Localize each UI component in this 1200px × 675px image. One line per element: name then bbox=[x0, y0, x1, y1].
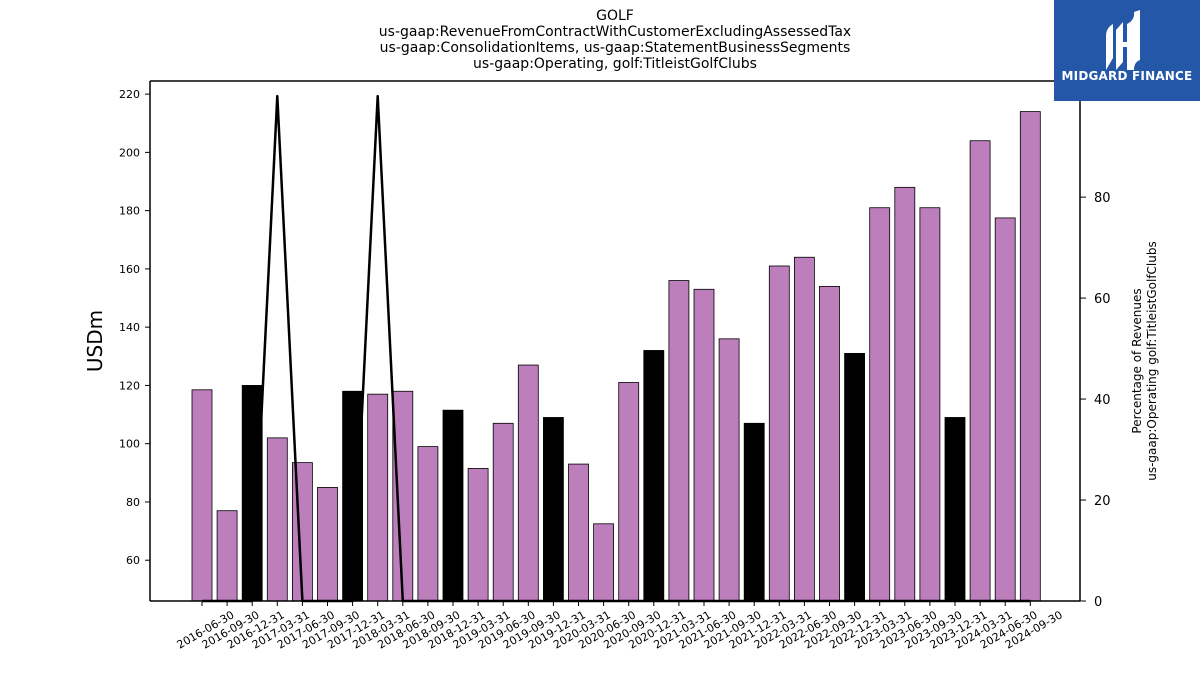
bar bbox=[944, 417, 966, 602]
bar bbox=[467, 468, 489, 602]
bar bbox=[668, 280, 690, 602]
bar bbox=[342, 390, 364, 602]
bar bbox=[693, 288, 715, 602]
midgard-logo-icon bbox=[1106, 10, 1140, 70]
bar bbox=[543, 417, 564, 602]
y-tick-label: 100 bbox=[119, 438, 140, 451]
bar bbox=[869, 207, 891, 602]
y-tick-label: 180 bbox=[119, 205, 140, 218]
bar bbox=[819, 285, 840, 602]
bar bbox=[191, 389, 213, 602]
bar bbox=[266, 437, 288, 602]
bar bbox=[392, 390, 414, 602]
bar bbox=[618, 382, 640, 602]
y2-tick-label: 40 bbox=[1094, 393, 1111, 408]
title-line-1: GOLF bbox=[596, 8, 634, 24]
bar bbox=[794, 256, 815, 602]
y-tick-label: 60 bbox=[126, 554, 140, 567]
bar bbox=[919, 207, 941, 602]
bar bbox=[718, 338, 740, 602]
y-tick-label: 200 bbox=[119, 146, 140, 159]
midgard-finance-logo: MIDGARD FINANCE bbox=[1054, 0, 1200, 101]
title-line-4: us-gaap:Operating, golf:TitleistGolfClub… bbox=[473, 56, 757, 72]
bar bbox=[743, 422, 765, 602]
bar bbox=[317, 486, 338, 602]
y-tick-label: 220 bbox=[119, 88, 140, 101]
y-tick-label: 120 bbox=[119, 379, 140, 392]
y-tick-label: 80 bbox=[126, 496, 140, 509]
logo-text: MIDGARD FINANCE bbox=[1061, 69, 1193, 83]
bar bbox=[492, 422, 514, 602]
y2-axis-label-line: Percentage of Revenues bbox=[1130, 288, 1144, 433]
y2-tick-label: 0 bbox=[1094, 595, 1102, 610]
bar bbox=[442, 409, 464, 602]
bar bbox=[241, 385, 263, 602]
y-axis-label: USDm bbox=[83, 310, 107, 372]
y-tick-label: 140 bbox=[119, 321, 140, 334]
title-line-3: us-gaap:ConsolidationItems, us-gaap:Stat… bbox=[379, 40, 851, 56]
y-tick-label: 160 bbox=[119, 263, 140, 276]
y2-tick-label: 20 bbox=[1094, 494, 1111, 509]
bar bbox=[1019, 111, 1041, 602]
bar bbox=[969, 140, 991, 602]
bar bbox=[994, 217, 1016, 602]
bar bbox=[216, 510, 238, 602]
bar bbox=[417, 446, 439, 602]
bar bbox=[517, 364, 539, 602]
bar bbox=[568, 463, 589, 602]
y2-axis-label-line: us-gaap:Operating golf:TitleistGolfClubs bbox=[1145, 241, 1159, 481]
bar bbox=[367, 393, 389, 602]
y2-tick-label: 80 bbox=[1094, 191, 1111, 206]
title-line-2: us-gaap:RevenueFromContractWithCustomerE… bbox=[378, 24, 852, 40]
y2-tick-label: 60 bbox=[1094, 292, 1111, 307]
bar bbox=[894, 186, 916, 602]
bar bbox=[768, 265, 790, 602]
bar bbox=[844, 352, 865, 602]
bar bbox=[643, 350, 665, 602]
bar bbox=[593, 523, 614, 602]
